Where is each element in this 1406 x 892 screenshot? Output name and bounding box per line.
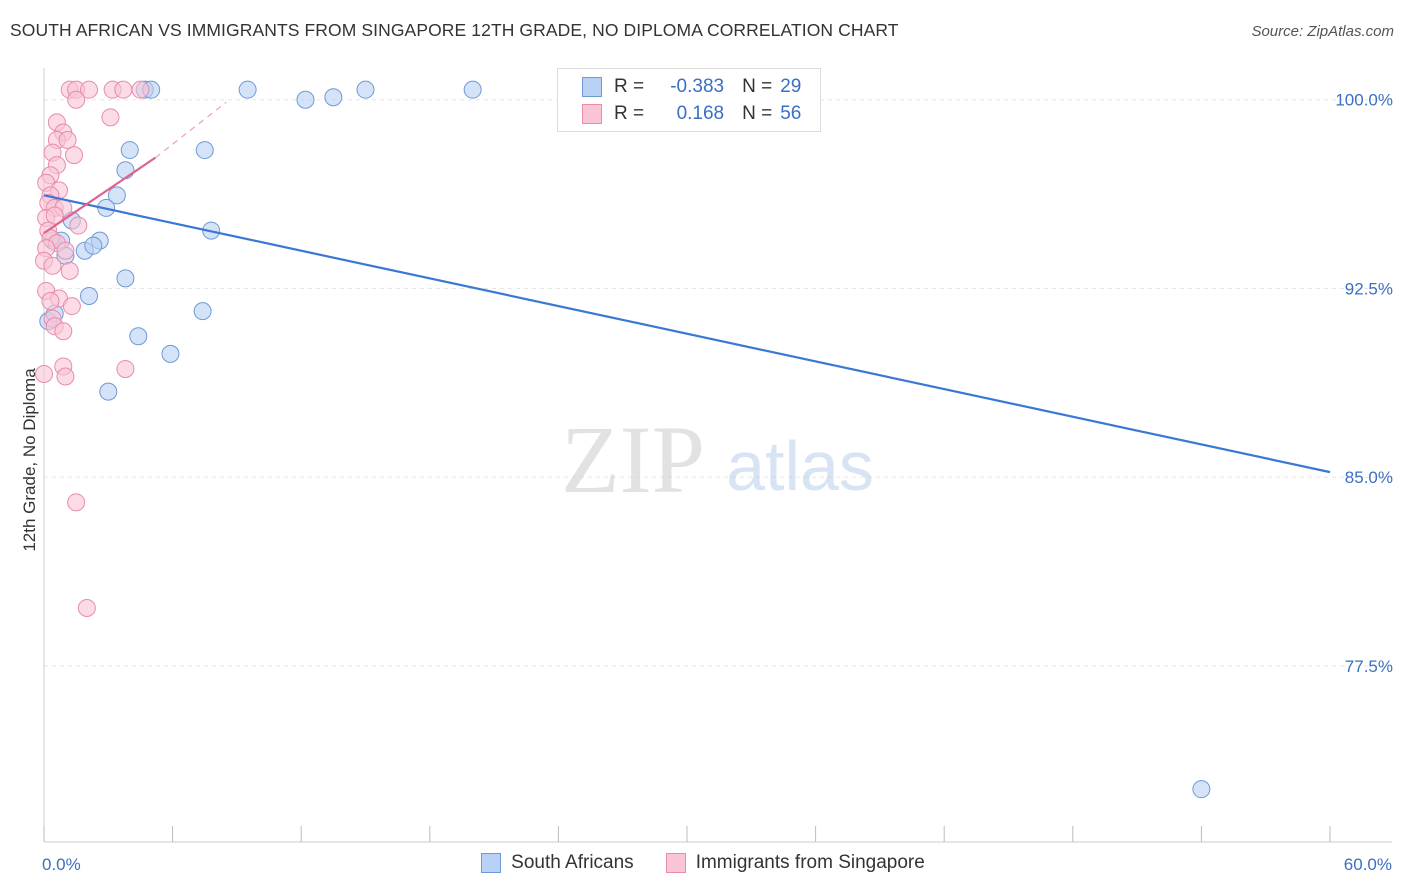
n-value: 56 xyxy=(780,103,802,124)
x-tick-label: 0.0% xyxy=(42,855,81,874)
x-tick-label: 60.0% xyxy=(1344,855,1392,874)
pink-swatch xyxy=(665,853,686,873)
singapore-trend-extension xyxy=(155,101,227,159)
singapore-point xyxy=(67,493,86,512)
south-african-point xyxy=(463,80,482,99)
stats-legend: R = -0.383 N = 29 R = 0.168 N = 56 xyxy=(557,68,821,132)
singapore-point xyxy=(56,241,75,260)
south-african-point xyxy=(116,161,135,180)
source-label: Source: ZipAtlas.com xyxy=(1251,23,1394,40)
south-african-point xyxy=(1192,780,1211,799)
gridlines xyxy=(44,99,1392,667)
data-points xyxy=(35,80,1211,799)
watermark: ZIP atlas xyxy=(561,406,874,513)
south-african-point xyxy=(238,80,257,99)
n-label: N = xyxy=(742,103,773,124)
south-african-point xyxy=(99,382,118,401)
south-african-trend-line xyxy=(43,194,1331,474)
singapore-point xyxy=(45,206,64,225)
singapore-point xyxy=(114,80,133,99)
legend-row-singapore: R = 0.168 N = 56 xyxy=(582,101,801,127)
south-african-point xyxy=(80,287,99,305)
south-african-point xyxy=(324,88,343,107)
singapore-point xyxy=(65,146,84,165)
singapore-point xyxy=(60,261,79,280)
r-label: R = xyxy=(614,76,645,97)
singapore-point xyxy=(101,108,120,127)
blue-swatch xyxy=(582,77,602,97)
south-african-point xyxy=(84,236,103,255)
singapore-point xyxy=(77,599,96,617)
singapore-point xyxy=(56,367,75,386)
singapore-point xyxy=(62,297,81,316)
r-value: 0.168 xyxy=(676,103,725,124)
y-tick-label: 85.0% xyxy=(1345,468,1393,487)
south-african-point xyxy=(161,344,180,363)
south-african-point xyxy=(296,90,315,109)
watermark-zip: ZIP xyxy=(561,406,705,513)
singapore-point xyxy=(131,80,150,99)
watermark-atlas: atlas xyxy=(726,427,874,505)
singapore-point xyxy=(43,256,62,275)
legend-label: Immigrants from Singapore xyxy=(695,852,925,873)
y-tick-label: 92.5% xyxy=(1345,279,1393,298)
south-african-point xyxy=(129,327,148,346)
south-african-point xyxy=(116,269,135,288)
singapore-point xyxy=(58,131,77,149)
singapore-point xyxy=(41,292,60,311)
legend-item-singapore[interactable]: Immigrants from Singapore xyxy=(665,852,925,874)
y-axis-label: 12th Grade, No Diploma xyxy=(20,368,39,552)
south-african-point xyxy=(193,302,212,321)
singapore-point xyxy=(69,216,88,235)
chart-title: SOUTH AFRICAN VS IMMIGRANTS FROM SINGAPO… xyxy=(10,20,899,40)
singapore-point xyxy=(80,80,99,99)
singapore-point xyxy=(54,322,73,341)
r-value: -0.383 xyxy=(670,76,725,97)
n-label: N = xyxy=(742,76,773,97)
singapore-point xyxy=(116,359,135,378)
r-label: R = xyxy=(614,103,645,124)
legend-row-south-africans: R = -0.383 N = 29 xyxy=(582,74,801,100)
trend-lines xyxy=(43,101,1331,474)
south-african-point xyxy=(356,80,375,99)
y-tick-label: 100.0% xyxy=(1335,91,1393,110)
axes xyxy=(43,68,1392,843)
series-legend: South Africans Immigrants from Singapore xyxy=(0,852,1406,874)
n-value: 29 xyxy=(780,76,802,97)
singapore-trend-line xyxy=(43,156,157,235)
singapore-point xyxy=(67,90,86,109)
blue-swatch xyxy=(481,853,502,873)
singapore-point xyxy=(35,365,53,383)
south-african-point xyxy=(120,141,139,160)
south-african-point xyxy=(195,141,214,160)
tick-labels: 100.0% 92.5% 85.0% 77.5% 0.0% 60.0% xyxy=(42,91,1393,874)
y-tick-label: 77.5% xyxy=(1345,657,1393,676)
pink-swatch xyxy=(582,104,602,124)
legend-label: South Africans xyxy=(511,852,634,873)
legend-item-south-africans[interactable]: South Africans xyxy=(481,852,634,874)
south-african-point xyxy=(107,186,126,205)
